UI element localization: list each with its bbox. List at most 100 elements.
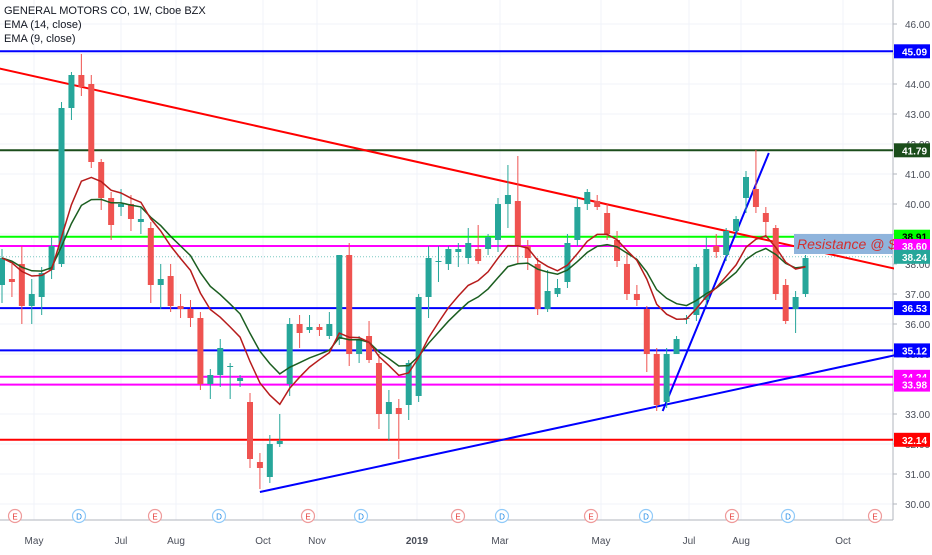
- candle[interactable]: [395, 399, 402, 459]
- candle[interactable]: [78, 54, 85, 96]
- earnings-marker[interactable]: E: [583, 508, 599, 524]
- earnings-marker[interactable]: E: [147, 508, 163, 524]
- candle[interactable]: [792, 291, 799, 333]
- level-price-label[interactable]: 32.14: [894, 432, 930, 447]
- candle[interactable]: [207, 369, 214, 399]
- candle[interactable]: [98, 159, 105, 210]
- candle[interactable]: [485, 234, 492, 255]
- candle[interactable]: [425, 246, 432, 318]
- candle[interactable]: [693, 264, 700, 321]
- candle[interactable]: [326, 312, 333, 339]
- candle[interactable]: [594, 195, 601, 210]
- candle[interactable]: [584, 189, 591, 210]
- candle[interactable]: [296, 315, 303, 348]
- candle[interactable]: [88, 75, 95, 168]
- candle[interactable]: [762, 207, 769, 237]
- earnings-marker[interactable]: E: [300, 508, 316, 524]
- dividend-marker[interactable]: D: [780, 508, 796, 524]
- candle[interactable]: [455, 243, 462, 267]
- candle[interactable]: [247, 393, 253, 468]
- dividend-marker[interactable]: D: [353, 508, 369, 524]
- level-price-label[interactable]: 36.53: [894, 301, 930, 316]
- candle[interactable]: [197, 312, 204, 390]
- level-price-label[interactable]: 35.12: [894, 343, 930, 358]
- ema14-line[interactable]: [1, 198, 806, 375]
- candle[interactable]: [306, 315, 313, 333]
- candle[interactable]: [802, 255, 809, 297]
- candle[interactable]: [237, 375, 244, 387]
- candle[interactable]: [772, 225, 779, 300]
- candle[interactable]: [623, 252, 630, 300]
- candle[interactable]: [316, 324, 323, 336]
- candle[interactable]: [554, 279, 561, 297]
- earnings-marker[interactable]: E: [724, 508, 740, 524]
- dividend-marker[interactable]: D: [211, 508, 227, 524]
- candle[interactable]: [127, 195, 134, 231]
- candle[interactable]: [435, 246, 442, 282]
- candle[interactable]: [227, 363, 234, 399]
- earnings-marker[interactable]: E: [7, 508, 23, 524]
- candle[interactable]: [276, 414, 283, 447]
- candle[interactable]: [336, 255, 343, 345]
- candle[interactable]: [137, 207, 144, 234]
- candle[interactable]: [217, 339, 224, 387]
- candle[interactable]: [614, 231, 621, 267]
- candle[interactable]: [782, 279, 789, 324]
- candle[interactable]: [564, 234, 571, 288]
- dividend-marker[interactable]: D: [638, 508, 654, 524]
- candle[interactable]: [574, 198, 581, 246]
- candle[interactable]: [256, 453, 263, 489]
- candle[interactable]: [524, 240, 531, 270]
- dividend-marker[interactable]: D: [71, 508, 87, 524]
- candle[interactable]: [415, 294, 422, 402]
- candle[interactable]: [544, 270, 551, 312]
- dividend-marker[interactable]: D: [494, 508, 510, 524]
- annotation-box[interactable]: [794, 234, 893, 254]
- candle[interactable]: [405, 360, 412, 420]
- candle[interactable]: [177, 294, 184, 318]
- candle[interactable]: [147, 222, 154, 303]
- level-price-label[interactable]: 41.79: [894, 143, 930, 158]
- level-price-label[interactable]: 38.24: [894, 249, 930, 264]
- ema9-legend[interactable]: EMA (9, close): [4, 33, 76, 45]
- candle[interactable]: [445, 246, 452, 270]
- candle[interactable]: [495, 198, 501, 252]
- ema14-legend[interactable]: EMA (14, close): [4, 19, 82, 31]
- candle[interactable]: [48, 237, 55, 279]
- candle[interactable]: [514, 156, 521, 264]
- candle[interactable]: [663, 348, 670, 408]
- ascending-support-trendline[interactable]: [259, 353, 901, 493]
- ema9-line[interactable]: [1, 176, 806, 406]
- candle[interactable]: [733, 216, 740, 237]
- candle[interactable]: [187, 300, 194, 327]
- candle[interactable]: [752, 150, 759, 213]
- candle[interactable]: [8, 264, 15, 297]
- candle[interactable]: [108, 192, 115, 240]
- candle[interactable]: [723, 228, 730, 261]
- descending-resistance-trendline[interactable]: [0, 66, 901, 271]
- candle[interactable]: [346, 243, 353, 366]
- candle[interactable]: [286, 318, 293, 396]
- candle[interactable]: [713, 234, 720, 258]
- candle[interactable]: [375, 354, 382, 429]
- candle[interactable]: [504, 165, 511, 228]
- candle[interactable]: [167, 264, 174, 312]
- candle[interactable]: [743, 171, 749, 213]
- symbol-title[interactable]: GENERAL MOTORS CO, 1W, Cboe BZX: [4, 5, 206, 17]
- candle[interactable]: [534, 258, 541, 315]
- candle[interactable]: [28, 279, 35, 324]
- candle[interactable]: [68, 72, 75, 120]
- level-price-label[interactable]: 45.09: [894, 44, 930, 59]
- candle[interactable]: [266, 435, 273, 483]
- candle[interactable]: [385, 390, 392, 441]
- candle[interactable]: [18, 246, 25, 324]
- earnings-marker[interactable]: E: [450, 508, 466, 524]
- candle[interactable]: [157, 264, 164, 309]
- candle[interactable]: [653, 348, 660, 411]
- candle[interactable]: [673, 336, 680, 354]
- candle[interactable]: [475, 225, 482, 264]
- level-price-label[interactable]: 33.98: [894, 377, 930, 392]
- steep-uptrend-trendline[interactable]: [661, 152, 770, 412]
